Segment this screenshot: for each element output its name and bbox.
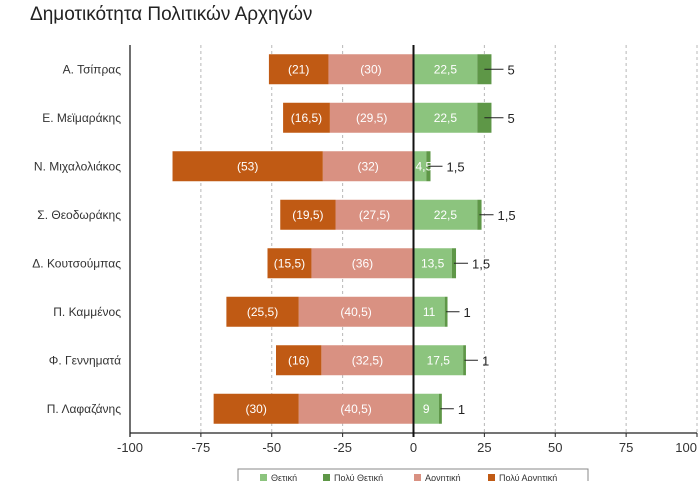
data-label-very-positive: 1,5	[447, 159, 465, 174]
bar-positive	[413, 54, 478, 85]
bar-negative	[328, 54, 414, 85]
category-label: Σ. Θεοδωράκης	[37, 208, 121, 222]
chart-title: Δημοτικότητα Πολιτικών Αρχηγών	[30, 4, 313, 25]
bar-very-negative	[280, 199, 336, 230]
legend-swatch	[323, 474, 330, 481]
legend-label: Αρνητική	[425, 473, 461, 481]
legend: Θετική Πολύ Θετική Αρνητική Πολύ Αρνητική	[237, 468, 589, 481]
bar-positive	[413, 199, 478, 230]
data-label-very-positive: 1	[464, 305, 471, 320]
category-label: Α. Τσίπρας	[63, 62, 122, 76]
data-label-very-negative: (16,5)	[291, 111, 322, 125]
legend-swatch	[488, 474, 495, 481]
x-tick-label: 50	[548, 440, 562, 455]
data-label-positive: 22,5	[434, 111, 458, 125]
data-label-very-positive: 1,5	[498, 208, 516, 223]
bar-positive	[413, 102, 478, 133]
data-label-negative: (32)	[357, 159, 378, 173]
bar-very-negative	[276, 345, 322, 376]
x-tick-label: 100	[675, 440, 697, 455]
bar-very-negative	[268, 54, 329, 85]
data-label-negative: (40,5)	[340, 402, 371, 416]
legend-swatch	[260, 474, 267, 481]
bar-negative	[311, 248, 414, 279]
bar-positive	[413, 296, 445, 327]
legend-label: Θετική	[271, 473, 297, 481]
bar-very-negative	[226, 296, 299, 327]
data-label-positive: 11	[423, 305, 436, 319]
data-label-very-negative: (53)	[237, 159, 258, 173]
bar-positive	[413, 151, 427, 182]
x-tick-label: 75	[619, 440, 633, 455]
data-label-very-positive: 1	[482, 353, 489, 368]
data-label-very-positive: 1,5	[472, 256, 490, 271]
data-label-positive: 22,5	[434, 62, 458, 76]
x-tick-label: -25	[333, 440, 352, 455]
data-label-very-negative: (16)	[288, 353, 309, 367]
data-label-very-negative: (30)	[245, 402, 266, 416]
data-label-negative: (29,5)	[356, 111, 387, 125]
bar-negative	[321, 345, 414, 376]
bar-negative	[298, 296, 414, 327]
bar-positive	[413, 393, 440, 424]
bar-positive	[413, 345, 464, 376]
category-label: Δ. Κουτσούμπας	[32, 256, 121, 270]
x-tick-label: -75	[191, 440, 210, 455]
data-label-positive: 4,5	[416, 159, 433, 173]
data-label-very-negative: (21)	[288, 62, 309, 76]
bar-negative	[329, 102, 414, 133]
bar-very-negative	[213, 393, 299, 424]
legend-swatch	[414, 474, 421, 481]
data-label-very-positive: 5	[507, 62, 514, 77]
data-label-positive: 17,5	[427, 353, 451, 367]
data-label-negative: (27,5)	[359, 208, 390, 222]
bar-very-positive	[463, 345, 466, 376]
bar-negative	[322, 151, 414, 182]
data-label-negative: (32,5)	[352, 353, 383, 367]
data-label-very-negative: (19,5)	[292, 208, 323, 222]
data-label-very-negative: (25,5)	[247, 305, 278, 319]
data-label-negative: (36)	[352, 256, 373, 270]
bar-negative	[298, 393, 414, 424]
legend-label: Πολύ Αρνητική	[499, 473, 557, 481]
bar-very-negative	[283, 102, 330, 133]
bar-positive	[413, 248, 452, 279]
category-label: Φ. Γεννηματά	[49, 353, 121, 367]
bar-very-positive	[444, 296, 448, 327]
category-label: Ν. Μιχαλολιάκος	[34, 159, 121, 173]
legend-label: Πολύ Θετική	[334, 473, 383, 481]
category-label: Π. Καμμένος	[53, 305, 121, 319]
x-tick-label: 0	[410, 440, 417, 455]
category-label: Π. Λαφαζάνης	[47, 402, 121, 416]
data-label-negative: (40,5)	[340, 305, 371, 319]
category-label: Ε. Μεϊμαράκης	[42, 111, 121, 125]
data-label-very-positive: 1	[458, 402, 465, 417]
data-label-negative: (30)	[360, 62, 381, 76]
bar-negative	[335, 199, 414, 230]
data-label-very-positive: 5	[507, 111, 514, 126]
bar-very-negative	[172, 151, 323, 182]
data-label-very-negative: (15,5)	[274, 256, 305, 270]
x-tick-label: -100	[117, 440, 143, 455]
data-label-positive: 13,5	[421, 256, 445, 270]
data-label-positive: 22,5	[434, 208, 458, 222]
x-tick-label: -50	[262, 440, 281, 455]
x-tick-label: 25	[477, 440, 491, 455]
bar-very-negative	[267, 248, 312, 279]
data-label-positive: 9	[423, 402, 430, 416]
